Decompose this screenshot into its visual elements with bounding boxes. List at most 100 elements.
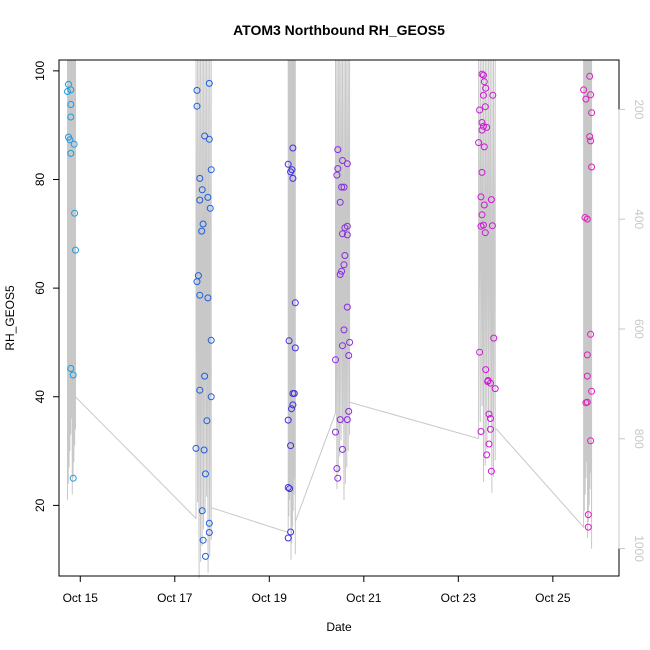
data-point [196,291,204,299]
data-point [487,467,495,475]
x-axis: Oct 15 Oct 17 Oct 19 Oct 21 Oct 23 Oct 25 [63,575,571,605]
right-tick-label: 200 [632,99,646,119]
data-point [480,201,488,209]
data-point [341,252,349,259]
data-point [586,133,594,141]
right-tick-label: 400 [632,209,646,229]
data-point [287,528,295,536]
data-point [287,442,295,450]
data-point [488,222,496,230]
data-point [333,465,341,472]
data-point [588,387,596,395]
data-point [340,183,348,191]
data-point [202,552,209,560]
data-point [198,507,206,515]
data-point [196,174,204,182]
data-point [583,215,591,223]
data-point [489,91,497,99]
data-point [482,366,490,374]
data-point [490,334,498,342]
data-point [339,230,346,238]
data-point [584,523,592,531]
y-axis-label: RH_GEOS5 [3,285,17,351]
data-point [199,220,207,228]
data-point [479,91,487,99]
data-point [345,407,353,415]
data-point [584,511,592,519]
data-point [477,193,485,201]
data-point [345,352,353,359]
data-point [288,405,295,413]
x-axis-label: Date [326,620,352,634]
data-point [483,123,491,131]
data-point [583,398,591,406]
x-tick-label: Oct 23 [441,591,477,605]
data-point [487,196,495,204]
y-tick-label: 80 [33,173,47,187]
data-point [69,371,77,379]
data-point [67,113,75,121]
data-point [479,221,487,229]
data-point [481,103,489,111]
data-point [476,348,484,356]
data-point [198,186,206,194]
data-point [287,168,295,176]
data-point [193,102,201,110]
data-point [478,70,486,78]
right-tick-label: 1000 [632,535,646,562]
data-point [193,86,201,94]
data-point [66,136,74,144]
data-point [291,299,299,307]
data-point [343,231,351,239]
data-point [67,149,75,157]
data-point [289,144,297,152]
data-point [483,451,491,459]
data-point [588,163,596,171]
data-point [284,534,292,542]
data-point [71,209,79,217]
data-point [479,122,487,130]
data-point [336,198,344,206]
x-tick-label: Oct 15 [63,591,99,605]
data-point [196,386,204,394]
data-point [580,86,588,94]
data-point [343,160,351,168]
data-point [205,135,213,143]
y-tick-label: 40 [33,390,47,404]
data-point [346,338,354,346]
right-tick-label: 800 [632,429,646,449]
data-point [340,261,348,269]
data-point [204,193,212,201]
data-point [478,211,486,219]
data-point [206,204,214,212]
data-point [587,330,595,338]
data-point [284,484,292,491]
data-point [343,303,351,311]
data-point [207,166,215,174]
flight-track [67,59,593,579]
y-tick-label: 20 [33,498,47,512]
data-point [64,88,71,95]
data-point [583,351,591,359]
data-point [487,415,494,422]
data-point [586,72,594,80]
data-point [289,390,297,397]
data-point [343,416,351,424]
data-point [338,267,346,275]
data-point [582,95,590,103]
data-point [339,342,346,350]
data-point [477,428,485,435]
data-point [587,437,595,445]
data-point [334,146,342,154]
data-point [198,227,206,235]
data-point [336,416,344,424]
data-point [207,336,215,344]
data-point [70,140,78,148]
x-tick-label: Oct 17 [157,591,193,605]
data-point [332,428,339,436]
data-point [480,78,488,86]
x-tick-label: Oct 19 [252,591,288,605]
data-point [583,372,591,380]
data-point [587,137,595,145]
data-point [67,101,75,108]
